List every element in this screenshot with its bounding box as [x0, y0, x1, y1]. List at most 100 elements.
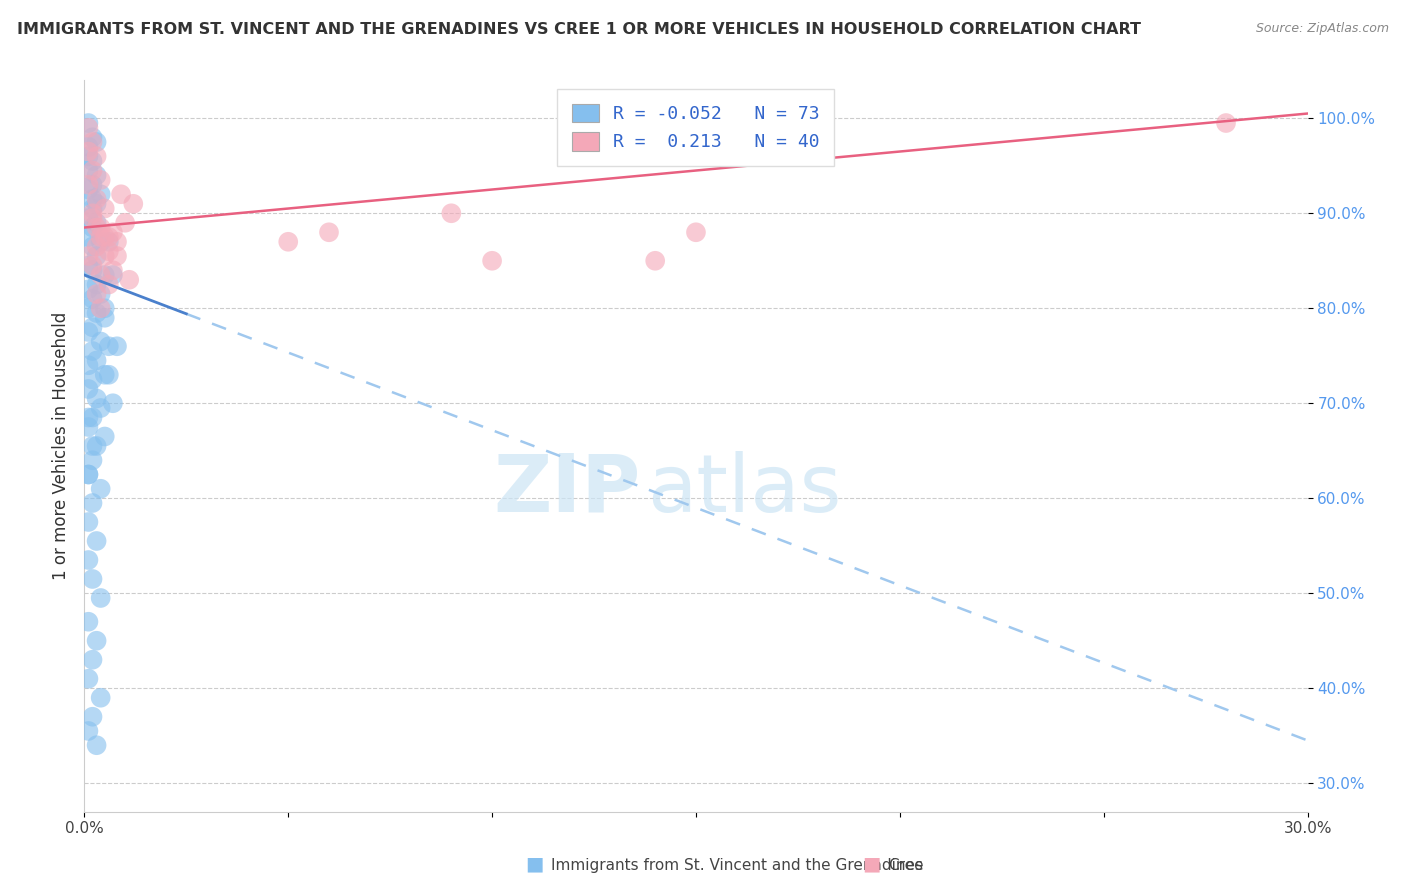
Point [77, 615, 100, 629]
Point [82, 572, 104, 586]
Point [93, 368, 115, 382]
Point [77, 178, 100, 192]
Point [90, 173, 112, 187]
Point [77, 259, 100, 273]
Point [685, 225, 707, 239]
Point [77, 420, 100, 434]
Point [82, 263, 104, 277]
Point [77, 382, 100, 396]
Point [90, 187, 112, 202]
Point [110, 187, 132, 202]
Point [114, 216, 136, 230]
Point [82, 130, 104, 145]
Point [77, 163, 100, 178]
Text: atlas: atlas [647, 450, 841, 529]
Point [77, 358, 100, 372]
Point [90, 220, 112, 235]
Point [86, 168, 108, 182]
Point [77, 211, 100, 225]
Point [86, 633, 108, 648]
Point [82, 344, 104, 359]
Point [77, 672, 100, 686]
Point [77, 145, 100, 159]
Point [82, 206, 104, 220]
Point [1215, 116, 1237, 130]
Text: Cree: Cree [889, 858, 924, 872]
Point [97, 368, 120, 382]
Point [481, 253, 503, 268]
Point [86, 287, 108, 301]
Point [82, 439, 104, 453]
Point [82, 202, 104, 216]
Point [77, 120, 100, 135]
Point [82, 453, 104, 467]
Point [86, 220, 108, 235]
Point [90, 235, 112, 249]
Point [77, 182, 100, 196]
Point [86, 533, 108, 548]
Point [90, 334, 112, 349]
Text: Source: ZipAtlas.com: Source: ZipAtlas.com [1256, 22, 1389, 36]
Point [82, 135, 104, 149]
Point [77, 325, 100, 339]
Text: IMMIGRANTS FROM ST. VINCENT AND THE GRENADINES VS CREE 1 OR MORE VEHICLES IN HOU: IMMIGRANTS FROM ST. VINCENT AND THE GREN… [17, 22, 1140, 37]
Point [86, 306, 108, 320]
Point [277, 235, 299, 249]
Point [82, 192, 104, 206]
Point [86, 196, 108, 211]
Point [77, 116, 100, 130]
Point [77, 515, 100, 529]
Point [82, 220, 104, 235]
Point [90, 301, 112, 316]
Point [82, 710, 104, 724]
Point [77, 410, 100, 425]
Point [97, 235, 120, 249]
Point [101, 225, 124, 239]
Text: Immigrants from St. Vincent and the Grenadines: Immigrants from St. Vincent and the Gren… [551, 858, 924, 872]
Point [86, 738, 108, 752]
Point [82, 211, 104, 225]
Point [97, 244, 120, 259]
Point [82, 320, 104, 334]
Point [77, 553, 100, 567]
Point [105, 339, 128, 353]
Point [105, 249, 128, 263]
Point [90, 591, 112, 605]
Point [101, 396, 124, 410]
Point [90, 401, 112, 415]
Point [93, 249, 115, 263]
Point [86, 249, 108, 263]
Point [82, 653, 104, 667]
Text: ■: ■ [862, 855, 882, 873]
Point [97, 230, 120, 244]
Point [77, 230, 100, 244]
Point [82, 259, 104, 273]
Point [90, 482, 112, 496]
Point [77, 149, 100, 163]
Point [86, 277, 108, 292]
Point [77, 282, 100, 296]
Point [440, 206, 463, 220]
Point [82, 239, 104, 253]
Point [90, 690, 112, 705]
Point [82, 163, 104, 178]
Point [82, 292, 104, 306]
Point [86, 353, 108, 368]
Point [105, 235, 128, 249]
Point [86, 135, 108, 149]
Point [97, 277, 120, 292]
Text: ZIP: ZIP [494, 450, 641, 529]
Point [77, 467, 100, 482]
Point [86, 392, 108, 406]
Point [93, 268, 115, 282]
Point [77, 301, 100, 316]
Point [82, 372, 104, 386]
Point [77, 249, 100, 263]
Point [82, 410, 104, 425]
Point [318, 225, 340, 239]
Point [90, 268, 112, 282]
Y-axis label: 1 or more Vehicles in Household: 1 or more Vehicles in Household [52, 312, 70, 580]
Point [82, 154, 104, 169]
Point [101, 263, 124, 277]
Point [90, 230, 112, 244]
